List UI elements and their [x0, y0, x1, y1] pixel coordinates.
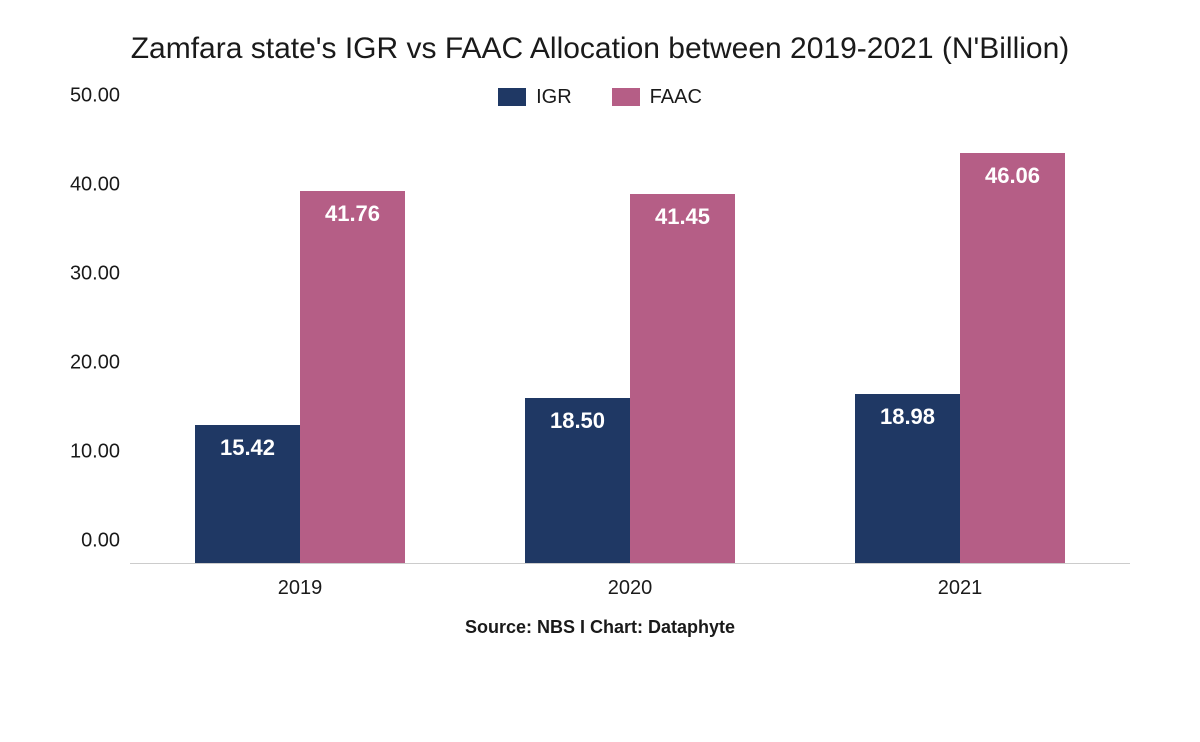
y-tick: 40.00	[70, 173, 120, 196]
bar-label: 18.98	[880, 404, 935, 430]
chart-legend: IGR FAAC	[50, 86, 1150, 109]
legend-label-faac: FAAC	[650, 86, 702, 109]
bar-group-2021: 18.98 46.06	[855, 153, 1065, 563]
bar-label: 41.45	[655, 204, 710, 230]
y-tick: 50.00	[70, 84, 120, 107]
bar-faac-2019: 41.76	[300, 191, 405, 563]
legend-label-igr: IGR	[536, 86, 572, 109]
chart-source: Source: NBS I Chart: Dataphyte	[50, 617, 1150, 638]
bar-label: 46.06	[985, 163, 1040, 189]
x-tick: 2019	[278, 577, 323, 600]
bar-igr-2019: 15.42	[195, 425, 300, 562]
bar-label: 18.50	[550, 408, 605, 434]
legend-item-igr: IGR	[498, 86, 572, 109]
bar-label: 41.76	[325, 201, 380, 227]
y-tick: 30.00	[70, 262, 120, 285]
bar-igr-2021: 18.98	[855, 394, 960, 563]
legend-swatch-igr	[498, 88, 526, 106]
bar-group-2020: 18.50 41.45	[525, 194, 735, 563]
plot-area: 50.00 40.00 30.00 20.00 10.00 0.00 15.42…	[50, 119, 1150, 609]
y-tick: 20.00	[70, 351, 120, 374]
bar-igr-2020: 18.50	[525, 398, 630, 563]
x-axis: 2019 2020 2021	[130, 569, 1130, 609]
bar-faac-2020: 41.45	[630, 194, 735, 563]
y-tick: 10.00	[70, 440, 120, 463]
bars-area: 15.42 41.76 18.50 41.45 18.98	[130, 119, 1130, 564]
y-axis: 50.00 40.00 30.00 20.00 10.00 0.00	[50, 119, 130, 564]
chart-title: Zamfara state's IGR vs FAAC Allocation b…	[50, 30, 1150, 68]
bar-faac-2021: 46.06	[960, 153, 1065, 563]
x-tick: 2021	[938, 577, 983, 600]
x-tick: 2020	[608, 577, 653, 600]
legend-swatch-faac	[612, 88, 640, 106]
y-tick: 0.00	[81, 529, 120, 552]
legend-item-faac: FAAC	[612, 86, 702, 109]
chart-container: Zamfara state's IGR vs FAAC Allocation b…	[0, 0, 1200, 742]
bar-group-2019: 15.42 41.76	[195, 191, 405, 563]
bar-label: 15.42	[220, 435, 275, 461]
